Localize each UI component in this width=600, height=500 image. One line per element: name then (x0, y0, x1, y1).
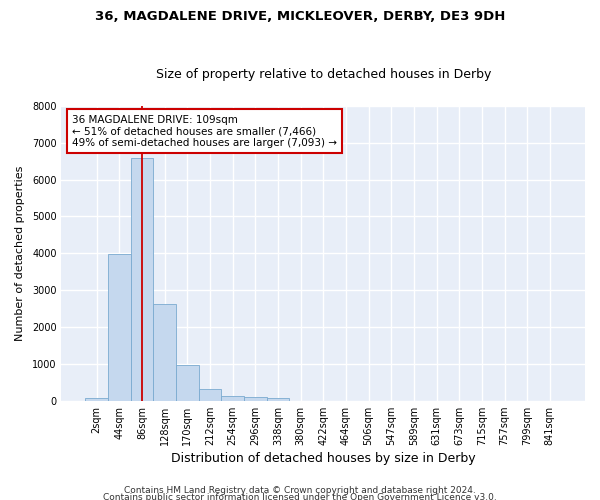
Bar (108, 254, 131, 400)
Bar (266, 398, 289, 400)
Y-axis label: Number of detached properties: Number of detached properties (15, 166, 25, 341)
Bar (153, 304, 176, 400)
Text: 36, MAGDALENE DRIVE, MICKLEOVER, DERBY, DE3 9DH: 36, MAGDALENE DRIVE, MICKLEOVER, DERBY, … (95, 10, 505, 23)
Bar (131, 158, 153, 400)
Bar (176, 366, 199, 400)
X-axis label: Distribution of detached houses by size in Derby: Distribution of detached houses by size … (171, 452, 476, 465)
Bar (244, 397, 266, 400)
Bar (85, 398, 108, 400)
Text: Contains HM Land Registry data © Crown copyright and database right 2024.: Contains HM Land Registry data © Crown c… (124, 486, 476, 495)
Bar (199, 390, 221, 400)
Text: Contains public sector information licensed under the Open Government Licence v3: Contains public sector information licen… (103, 494, 497, 500)
Bar (221, 396, 244, 400)
Title: Size of property relative to detached houses in Derby: Size of property relative to detached ho… (155, 68, 491, 81)
Text: 36 MAGDALENE DRIVE: 109sqm
← 51% of detached houses are smaller (7,466)
49% of s: 36 MAGDALENE DRIVE: 109sqm ← 51% of deta… (72, 114, 337, 148)
